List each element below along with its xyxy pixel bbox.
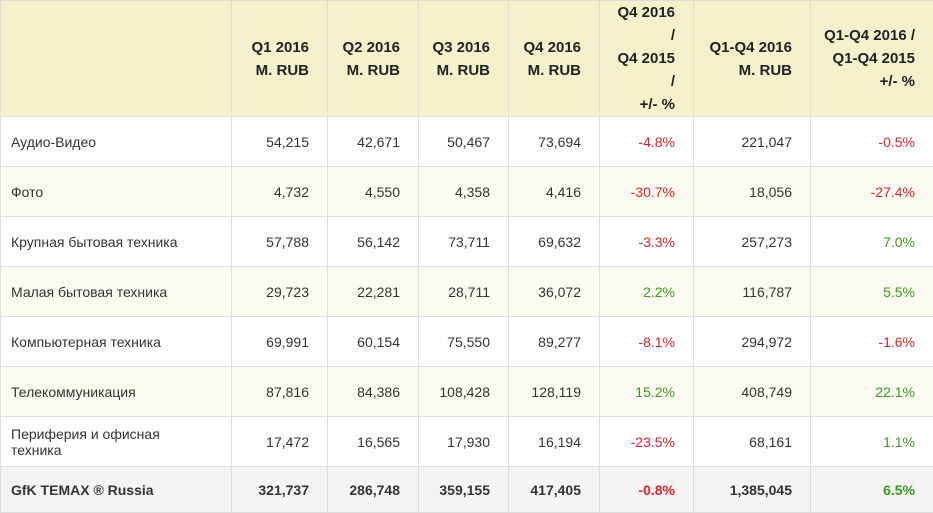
value-cell: 57,788 bbox=[232, 217, 328, 267]
value-cell: 56,142 bbox=[328, 217, 419, 267]
category-name: Периферия и офисная техника bbox=[1, 417, 232, 467]
change-percent: -3.3% bbox=[600, 217, 694, 267]
change-percent: 6.5% bbox=[811, 467, 933, 513]
column-header bbox=[1, 1, 232, 117]
change-percent: 22.1% bbox=[811, 367, 933, 417]
value-cell: 68,161 bbox=[694, 417, 811, 467]
header-line: Q1-Q4 2015 bbox=[832, 50, 915, 67]
category-name: Компьютерная техника bbox=[1, 317, 232, 367]
value-cell: 42,671 bbox=[328, 117, 419, 167]
header-line: M. RUB bbox=[347, 62, 400, 79]
value-cell: 4,358 bbox=[419, 167, 509, 217]
change-percent: -27.4% bbox=[811, 167, 933, 217]
change-percent: 5.5% bbox=[811, 267, 933, 317]
change-percent: -1.6% bbox=[811, 317, 933, 367]
value-cell: 60,154 bbox=[328, 317, 419, 367]
value-cell: 18,056 bbox=[694, 167, 811, 217]
value-cell: 294,972 bbox=[694, 317, 811, 367]
value-cell: 16,194 bbox=[509, 417, 600, 467]
change-percent: -8.1% bbox=[600, 317, 694, 367]
category-name: Фото bbox=[1, 167, 232, 217]
category-name: Аудио-Видео bbox=[1, 117, 232, 167]
change-percent: -0.8% bbox=[600, 467, 694, 513]
change-percent: -23.5% bbox=[600, 417, 694, 467]
value-cell: 29,723 bbox=[232, 267, 328, 317]
value-cell: 17,472 bbox=[232, 417, 328, 467]
change-percent: -30.7% bbox=[600, 167, 694, 217]
value-cell: 69,991 bbox=[232, 317, 328, 367]
value-cell: 36,072 bbox=[509, 267, 600, 317]
change-percent: 1.1% bbox=[811, 417, 933, 467]
column-header: Q4 2016 M. RUB bbox=[509, 1, 600, 117]
category-name: Малая бытовая техника bbox=[1, 267, 232, 317]
header-line: +/- % bbox=[640, 96, 675, 113]
column-header: Q2 2016 M. RUB bbox=[328, 1, 419, 117]
header-line: Q2 2016 bbox=[342, 39, 400, 56]
value-cell: 84,386 bbox=[328, 367, 419, 417]
change-percent: -4.8% bbox=[600, 117, 694, 167]
header-line: Q1-Q4 2016 / bbox=[824, 27, 915, 44]
column-header: Q1-Q4 2016 / Q1-Q4 2015 +/- % bbox=[811, 1, 933, 117]
value-cell: 50,467 bbox=[419, 117, 509, 167]
column-header: Q1-Q4 2016 M. RUB bbox=[694, 1, 811, 117]
header-line: M. RUB bbox=[739, 62, 792, 79]
category-name: GfK TEMAX ® Russia bbox=[1, 467, 232, 513]
value-cell: 4,550 bbox=[328, 167, 419, 217]
value-cell: 28,711 bbox=[419, 267, 509, 317]
category-name: Крупная бытовая техника bbox=[1, 217, 232, 267]
header-line: Q1 2016 bbox=[251, 39, 309, 56]
value-cell: 73,694 bbox=[509, 117, 600, 167]
value-cell: 89,277 bbox=[509, 317, 600, 367]
value-cell: 4,416 bbox=[509, 167, 600, 217]
header-line: +/- % bbox=[880, 73, 915, 90]
value-cell: 69,632 bbox=[509, 217, 600, 267]
value-cell: 221,047 bbox=[694, 117, 811, 167]
value-cell: 73,711 bbox=[419, 217, 509, 267]
column-header: Q1 2016 M. RUB bbox=[232, 1, 328, 117]
header-line: M. RUB bbox=[437, 62, 490, 79]
value-cell: 1,385,045 bbox=[694, 467, 811, 513]
header-line: Q4 2016 / bbox=[617, 4, 675, 44]
value-cell: 17,930 bbox=[419, 417, 509, 467]
value-cell: 75,550 bbox=[419, 317, 509, 367]
value-cell: 22,281 bbox=[328, 267, 419, 317]
change-percent: 7.0% bbox=[811, 217, 933, 267]
value-cell: 54,215 bbox=[232, 117, 328, 167]
value-cell: 417,405 bbox=[509, 467, 600, 513]
value-cell: 408,749 bbox=[694, 367, 811, 417]
header-line: Q3 2016 bbox=[432, 39, 490, 56]
header-line: M. RUB bbox=[528, 62, 581, 79]
value-cell: 286,748 bbox=[328, 467, 419, 513]
value-cell: 16,565 bbox=[328, 417, 419, 467]
header-line: Q4 2015 / bbox=[617, 50, 675, 90]
header-line: M. RUB bbox=[256, 62, 309, 79]
value-cell: 321,737 bbox=[232, 467, 328, 513]
header-line: Q4 2016 bbox=[523, 39, 581, 56]
change-percent: 2.2% bbox=[600, 267, 694, 317]
value-cell: 128,119 bbox=[509, 367, 600, 417]
value-cell: 87,816 bbox=[232, 367, 328, 417]
value-cell: 257,273 bbox=[694, 217, 811, 267]
category-name: Телекоммуникация bbox=[1, 367, 232, 417]
change-percent: 15.2% bbox=[600, 367, 694, 417]
column-header: Q3 2016 M. RUB bbox=[419, 1, 509, 117]
value-cell: 108,428 bbox=[419, 367, 509, 417]
value-cell: 4,732 bbox=[232, 167, 328, 217]
value-cell: 359,155 bbox=[419, 467, 509, 513]
change-percent: -0.5% bbox=[811, 117, 933, 167]
header-line: Q1-Q4 2016 bbox=[709, 39, 792, 56]
column-header: Q4 2016 / Q4 2015 / +/- % bbox=[600, 1, 694, 117]
value-cell: 116,787 bbox=[694, 267, 811, 317]
